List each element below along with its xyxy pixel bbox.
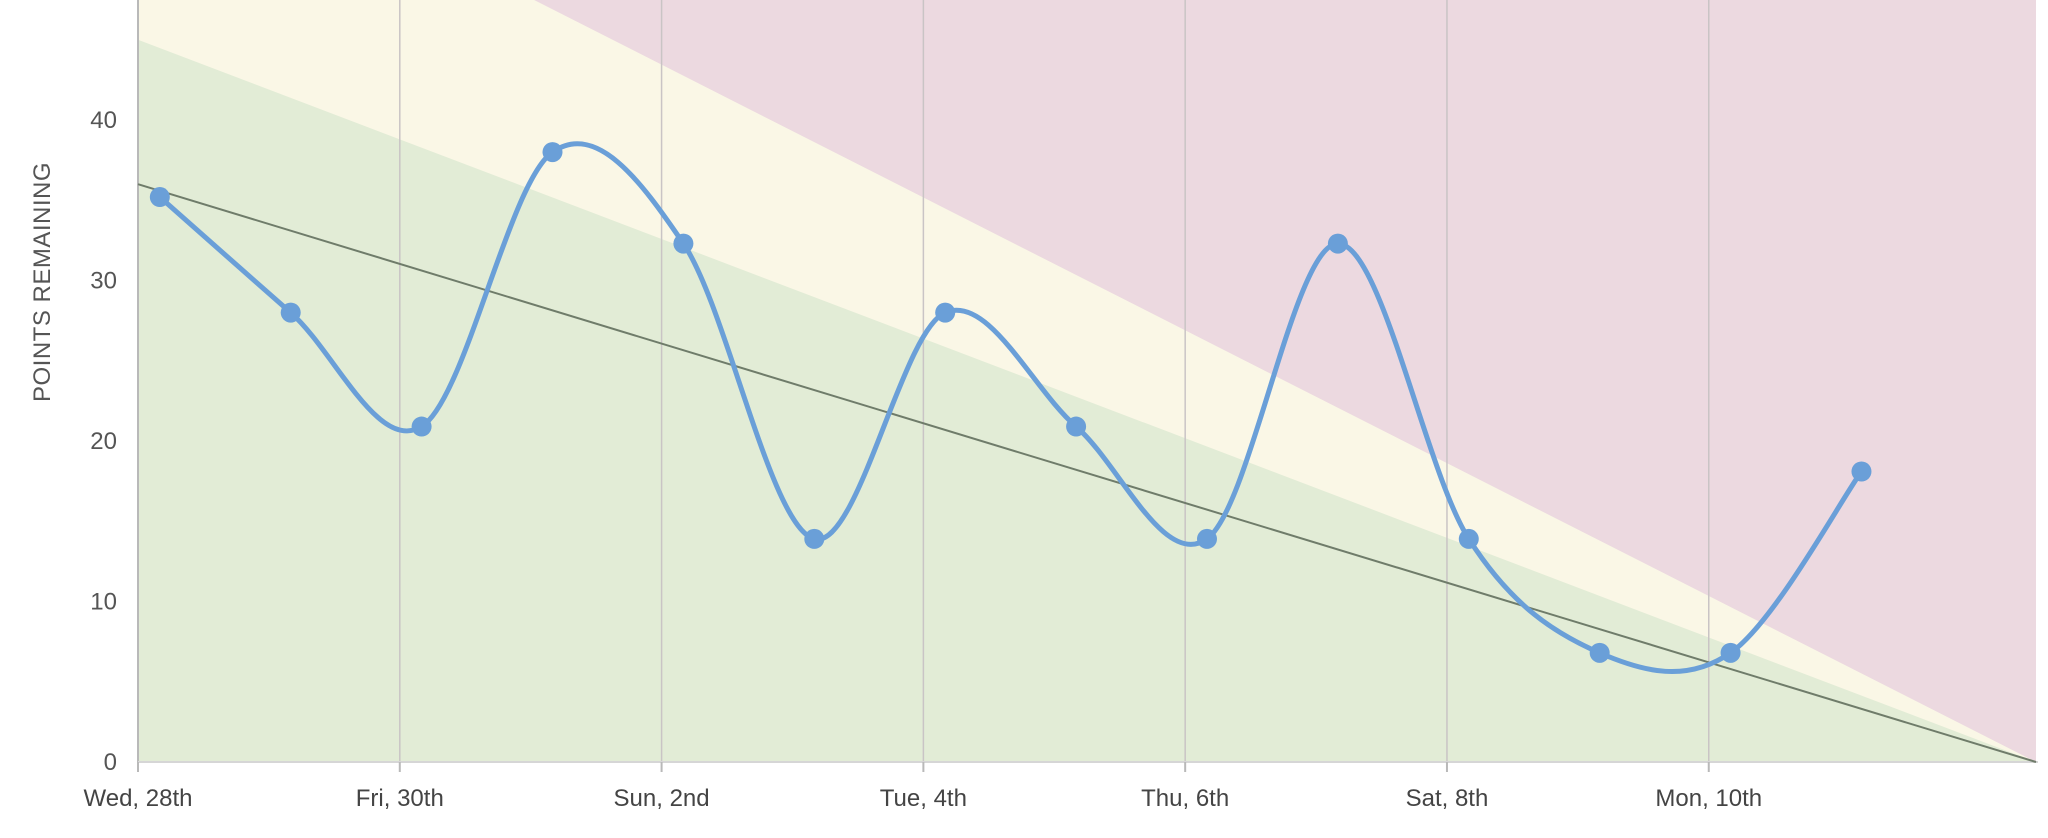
x-tick-label-6: Mon, 10th <box>1655 785 1762 812</box>
x-tick-label-5: Sat, 8th <box>1406 785 1489 812</box>
data-point-8 <box>1196 528 1217 549</box>
x-tick-label-0: Wed, 28th <box>84 785 193 812</box>
x-tick-label-1: Fri, 30th <box>356 785 444 812</box>
data-point-3 <box>542 142 563 163</box>
series-layer <box>149 141 1872 675</box>
x-tick-label-4: Thu, 6th <box>1141 785 1229 812</box>
y-axis-title: POINTS REMAINING <box>29 162 56 402</box>
data-point-11 <box>1589 642 1610 663</box>
data-point-6 <box>935 302 956 323</box>
data-point-0 <box>149 187 170 208</box>
data-point-10 <box>1458 528 1479 549</box>
data-point-7 <box>1066 416 1087 437</box>
ideal-line-layer <box>137 183 2037 763</box>
data-point-4 <box>673 233 694 254</box>
y-tick-label-40: 40 <box>90 107 117 134</box>
data-point-2 <box>411 416 432 437</box>
y-tick-label-20: 20 <box>90 428 117 455</box>
y-tick-label-10: 10 <box>90 589 117 616</box>
data-point-12 <box>1720 642 1741 663</box>
data-point-5 <box>804 528 825 549</box>
y-tick-label-30: 30 <box>90 268 117 295</box>
bands-layer <box>138 0 2036 762</box>
series-line-0 <box>157 141 1864 675</box>
axis-layer <box>137 0 2038 763</box>
grid-layer <box>399 0 1710 762</box>
x-tick-label-2: Sun, 2nd <box>614 785 710 812</box>
x-tick-label-3: Tue, 4th <box>880 785 967 812</box>
ideal-burndown-line <box>137 183 2037 763</box>
data-point-13 <box>1851 461 1872 482</box>
band-green <box>138 39 2036 762</box>
labels-layer: 0 10 20 30 40 Wed, 28th Fri, 30th Sun, 2nd Tue, … <box>84 107 1763 812</box>
data-point-1 <box>280 302 301 323</box>
data-point-9 <box>1327 233 1348 254</box>
y-tick-label-0: 0 <box>104 749 117 776</box>
